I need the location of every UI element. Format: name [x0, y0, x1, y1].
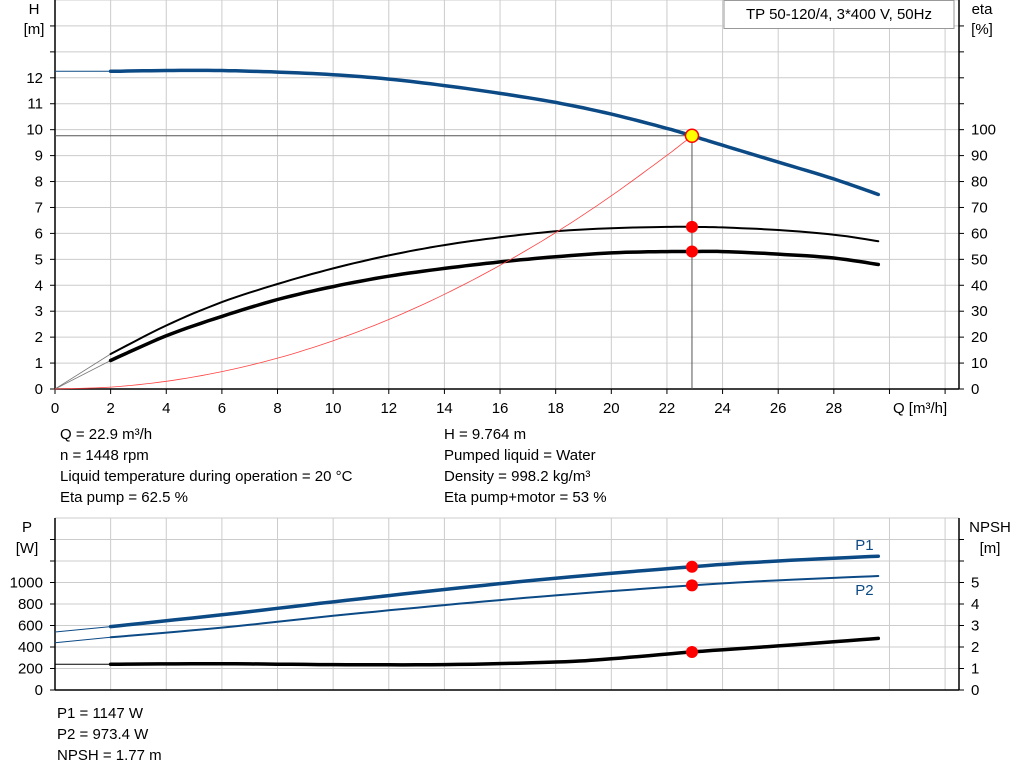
- y-tick-label-right: 2: [971, 639, 979, 656]
- x-tick-label: 16: [492, 400, 509, 417]
- info-eta-pump: Eta pump = 62.5 %: [60, 489, 188, 506]
- info-p1: P1 = 1147 W: [57, 705, 144, 722]
- info-liquid: Pumped liquid = Water: [444, 447, 596, 464]
- head-curve: [108, 68, 881, 197]
- x-tick-label: 24: [714, 400, 731, 417]
- y-tick-label-left: 400: [18, 639, 43, 656]
- y-tick-label-left: 3: [35, 303, 43, 320]
- y-tick-label-left: 1: [35, 355, 43, 372]
- y-tick-label-right: 80: [971, 174, 988, 191]
- p1-curve: [108, 554, 881, 629]
- y-tick-label-right: 90: [971, 148, 988, 165]
- y-axis-label-right: NPSH: [969, 519, 1011, 536]
- npsh-curve: [108, 636, 881, 667]
- eta_pump_motor-curve: [108, 249, 881, 363]
- y-tick-label-right: 4: [971, 596, 979, 613]
- y-tick-label-left: 1000: [10, 575, 43, 592]
- info-speed: n = 1448 rpm: [60, 447, 149, 464]
- y-tick-label-left: 0: [35, 682, 43, 699]
- y-axis-label-right-unit: [m]: [980, 540, 1001, 557]
- y-tick-label-right: 100: [971, 122, 996, 139]
- duty-point: [684, 128, 700, 144]
- y-axis-label-left-unit: [m]: [24, 21, 45, 38]
- y-tick-label-right: 50: [971, 251, 988, 268]
- x-tick-label: 22: [659, 400, 676, 417]
- x-tick-label: 18: [547, 400, 564, 417]
- x-axis-label: Q [m³/h]: [893, 400, 947, 417]
- y-tick-label-right: 3: [971, 618, 979, 635]
- p1-legend-label: P1: [855, 537, 873, 554]
- y-axis-label-left: H: [29, 1, 40, 18]
- eta_pump-curve: [109, 225, 880, 355]
- info-npsh: NPSH = 1.77 m: [57, 747, 162, 764]
- y-axis-label-right: eta: [972, 1, 994, 18]
- npsh-point: [685, 645, 698, 658]
- info-top-left: Q = 22.9 m³/h n = 1448 rpm Liquid temper…: [60, 424, 352, 508]
- system_curve-curve: [54, 135, 693, 390]
- x-tick-label: 12: [380, 400, 397, 417]
- info-density: Density = 998.2 kg/m³: [444, 468, 591, 485]
- y-tick-label-left: 5: [35, 251, 43, 268]
- y-tick-label-right: 70: [971, 199, 988, 216]
- y-tick-label-right: 10: [971, 355, 988, 372]
- y-tick-label-right: 1: [971, 661, 979, 678]
- y-tick-label-right: 0: [971, 381, 979, 398]
- p1-extension: [54, 626, 111, 633]
- p2-point: [685, 579, 698, 592]
- y-tick-label-left: 9: [35, 148, 43, 165]
- y-tick-label-left: 7: [35, 199, 43, 216]
- x-tick-label: 2: [106, 400, 114, 417]
- eta-pump-point: [685, 220, 698, 233]
- p2-extension: [54, 636, 111, 644]
- y-axis-label-left-unit: [W]: [16, 540, 39, 557]
- info-top-right: H = 9.764 m Pumped liquid = Water Densit…: [444, 424, 607, 508]
- y-tick-label-right: 5: [971, 575, 979, 592]
- x-tick-label: 20: [603, 400, 620, 417]
- info-flow: Q = 22.9 m³/h: [60, 426, 153, 443]
- info-head: H = 9.764 m: [444, 426, 527, 443]
- y-axis-label-right-unit: [%]: [971, 21, 993, 38]
- x-tick-label: 0: [51, 400, 59, 417]
- x-tick-label: 6: [218, 400, 226, 417]
- y-tick-label-left: 2: [35, 329, 43, 346]
- y-tick-label-left: 11: [27, 96, 43, 113]
- x-tick-label: 26: [770, 400, 787, 417]
- y-tick-label-left: 6: [35, 225, 43, 242]
- eta_pump-extension: [54, 353, 111, 390]
- x-tick-label: 28: [825, 400, 842, 417]
- y-tick-label-right: 20: [971, 329, 988, 346]
- x-tick-label: 4: [162, 400, 170, 417]
- y-tick-label-left: 600: [18, 618, 43, 635]
- y-axis-label-left: P: [22, 519, 32, 536]
- p2-curve: [109, 575, 880, 639]
- info-eta-pump-motor: Eta pump+motor = 53 %: [444, 489, 607, 506]
- y-tick-label-left: 10: [26, 122, 43, 139]
- p1-point: [685, 560, 698, 573]
- y-tick-label-left: 200: [18, 661, 43, 678]
- y-tick-label-right: 0: [971, 682, 979, 699]
- y-tick-label-left: 800: [18, 596, 43, 613]
- y-tick-label-left: 8: [35, 174, 43, 191]
- info-temperature: Liquid temperature during operation = 20…: [60, 468, 353, 485]
- info-p2: P2 = 973.4 W: [57, 726, 149, 743]
- x-tick-label: 8: [273, 400, 281, 417]
- p2-legend-label: P2: [855, 582, 873, 599]
- title-box: [723, 0, 955, 29]
- eta-pump-motor-point: [685, 245, 698, 258]
- y-tick-label-left: 4: [35, 277, 43, 294]
- y-tick-label-left: 0: [35, 381, 43, 398]
- x-tick-label: 10: [325, 400, 342, 417]
- y-tick-label-right: 60: [971, 225, 988, 242]
- y-tick-label-right: 30: [971, 303, 988, 320]
- info-bottom: P1 = 1147 W P2 = 973.4 W NPSH = 1.77 m: [57, 703, 162, 766]
- x-tick-label: 14: [436, 400, 453, 417]
- chart-title: TP 50-120/4, 3*400 V, 50Hz: [746, 6, 932, 23]
- y-tick-label-right: 40: [971, 277, 988, 294]
- y-tick-label-left: 12: [26, 70, 43, 87]
- eta_pump_motor-extension: [54, 360, 111, 390]
